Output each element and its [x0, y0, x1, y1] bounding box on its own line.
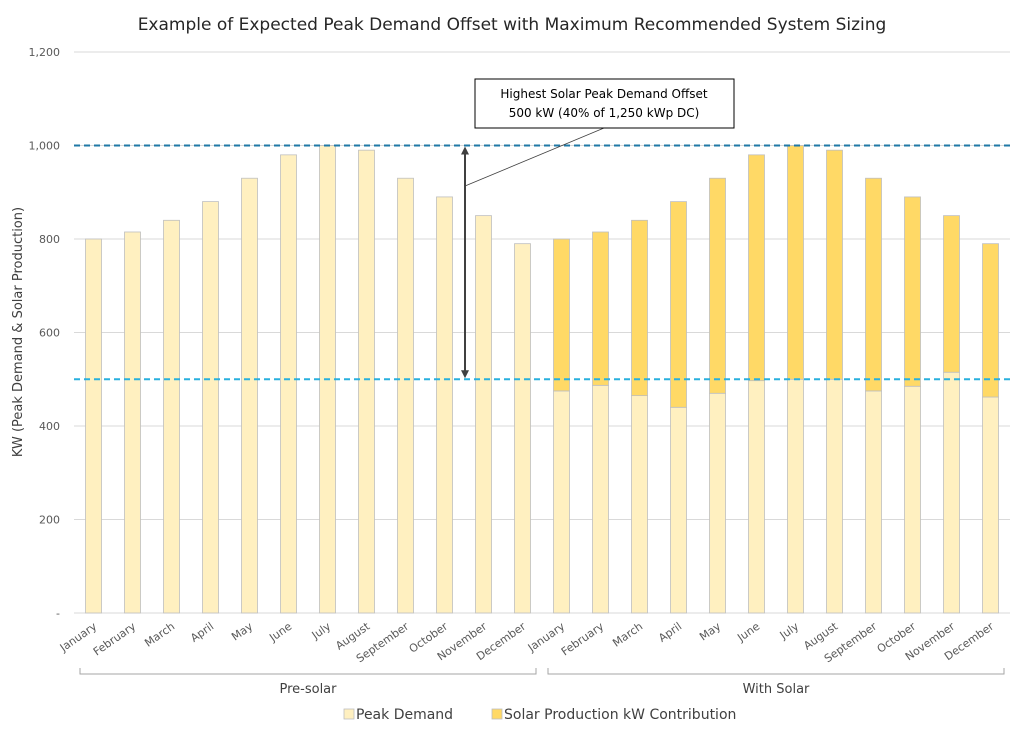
x-tick-label: February: [559, 620, 607, 659]
y-tick-label: 400: [39, 420, 60, 433]
bar-solar-contribution: [670, 201, 687, 408]
callout-box: [474, 78, 735, 129]
y-tick-label: -: [56, 607, 60, 620]
bar-peak-demand: [358, 149, 375, 614]
bar-solar-contribution: [982, 243, 999, 398]
arrow-head-bottom: [461, 370, 469, 379]
legend: Peak Demand Solar Production kW Contribut…: [343, 707, 736, 723]
legend-label: Peak Demand: [356, 707, 453, 723]
y-tick-label: 800: [39, 233, 60, 246]
bar-solar-contribution: [553, 238, 570, 392]
bar-peak-demand: [748, 380, 765, 614]
reference-lines: [74, 144, 1010, 381]
callout-line-2: 500 kW (40% of 1,250 kWp DC): [509, 106, 700, 120]
category-groups: Pre-solar With Solar: [79, 668, 1005, 697]
bar-peak-demand: [631, 395, 648, 614]
y-tick-label: 200: [39, 514, 60, 527]
bar-peak-demand: [904, 385, 921, 614]
bar-peak-demand: [280, 154, 297, 614]
bar-peak-demand: [163, 219, 180, 614]
bar-peak-demand: [982, 396, 999, 614]
bar-peak-demand: [202, 201, 219, 614]
y-tick-label: 600: [39, 327, 60, 340]
bar-peak-demand: [436, 196, 453, 614]
callout-leader-line: [464, 127, 605, 187]
x-tick-label: March: [142, 620, 177, 650]
y-tick-label: 1,000: [29, 140, 61, 153]
x-tick-label: April: [188, 620, 216, 645]
bar-solar-contribution: [904, 196, 921, 387]
x-tick-label: May: [229, 620, 255, 644]
x-tick-label: June: [266, 620, 294, 645]
x-tick-label: April: [656, 620, 684, 645]
bar-solar-contribution: [787, 145, 804, 380]
group-label: Pre-solar: [279, 682, 337, 697]
x-tick-label: July: [777, 620, 802, 643]
bars: [85, 145, 999, 614]
legend-label: Solar Production kW Contribution: [504, 707, 736, 723]
group-label: With Solar: [743, 682, 810, 697]
bar-peak-demand: [241, 177, 258, 614]
bar-peak-demand: [85, 238, 102, 614]
bar-solar-contribution: [943, 215, 960, 373]
bar-solar-contribution: [631, 219, 648, 397]
callout-annotation: Highest Solar Peak Demand Offset 500 kW …: [461, 78, 735, 379]
bar-solar-contribution: [865, 177, 882, 392]
y-axis-label: KW (Peak Demand & Solar Production): [11, 207, 26, 457]
x-tick-label: June: [734, 620, 762, 645]
bar-peak-demand: [709, 392, 726, 614]
bar-peak-demand: [670, 406, 687, 614]
bar-solar-contribution: [748, 154, 765, 382]
group-bracket: [79, 668, 537, 675]
legend-swatch: [343, 708, 355, 720]
callout-line-1: Highest Solar Peak Demand Offset: [500, 87, 707, 101]
bar-peak-demand: [124, 231, 141, 614]
legend-swatch: [491, 708, 503, 720]
bar-peak-demand: [826, 378, 843, 614]
bar-peak-demand: [475, 215, 492, 614]
bar-peak-demand: [787, 378, 804, 614]
bar-solar-contribution: [592, 231, 609, 386]
bar-peak-demand: [865, 390, 882, 614]
bar-peak-demand: [592, 384, 609, 614]
bar-peak-demand: [943, 371, 960, 614]
bar-solar-contribution: [826, 149, 843, 380]
y-axis-ticks: - 200 400 600 800 1,000 1,200: [29, 46, 61, 620]
bar-peak-demand: [553, 390, 570, 614]
x-tick-label: March: [610, 620, 645, 650]
bar-peak-demand: [397, 177, 414, 614]
x-tick-label: July: [309, 620, 334, 643]
y-tick-label: 1,200: [29, 46, 61, 59]
bar-peak-demand: [514, 243, 531, 614]
bar-solar-contribution: [709, 177, 726, 394]
x-tick-label: February: [91, 620, 139, 659]
chart-title: Example of Expected Peak Demand Offset w…: [138, 15, 887, 35]
group-bracket: [547, 668, 1005, 675]
arrow-head-top: [461, 146, 469, 155]
x-tick-label: May: [697, 620, 723, 644]
